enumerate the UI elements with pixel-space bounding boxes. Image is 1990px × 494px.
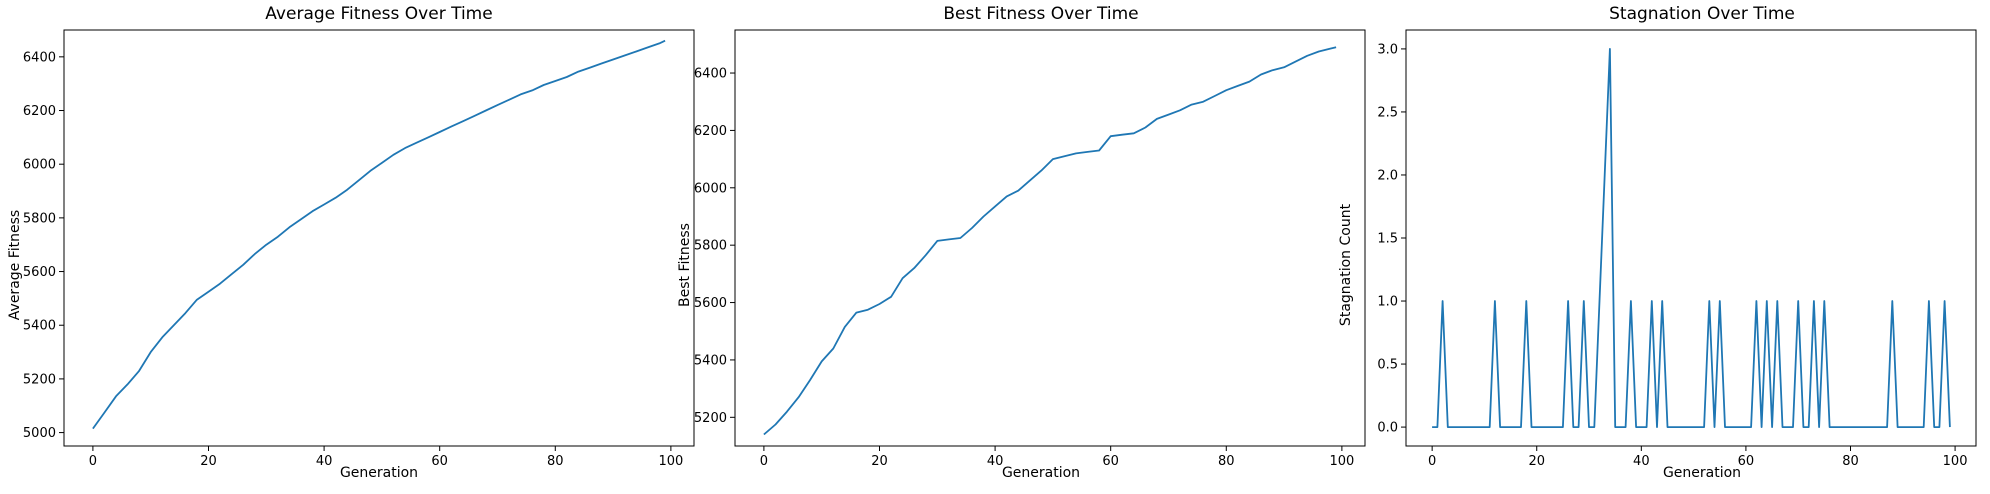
series-line	[92, 39, 666, 430]
y-tick-label: 5200	[694, 411, 727, 426]
y-tick-label: 2.0	[1377, 168, 1398, 183]
y-tick-label: 6200	[23, 104, 56, 119]
y-tick-label: 5000	[23, 426, 56, 441]
x-tick-label: 0	[1428, 454, 1436, 469]
x-tick-label: 0	[760, 454, 768, 469]
y-tick-label: 6400	[694, 67, 727, 82]
x-tick-label: 40	[1633, 454, 1650, 469]
x-tick-label: 80	[547, 454, 564, 469]
y-tick-label: 3.0	[1377, 42, 1398, 57]
best-fitness-panel: Best Fitness Over Time Generation Best F…	[677, 4, 1366, 481]
y-tick-label: 0.0	[1377, 421, 1398, 436]
x-tick-label: 40	[987, 454, 1004, 469]
x-axis-label: Generation	[1663, 465, 1741, 481]
x-tick-label: 20	[200, 454, 217, 469]
x-axis-label: Generation	[340, 465, 418, 481]
y-tick-label: 1.0	[1377, 295, 1398, 310]
x-tick-label: 80	[1842, 454, 1859, 469]
x-tick-label: 60	[1738, 454, 1755, 469]
y-axis-label: Average Fitness	[7, 210, 23, 320]
x-tick-label: 20	[871, 454, 888, 469]
axes-frame	[734, 29, 1366, 447]
y-tick-label: 6000	[694, 181, 727, 196]
plot-area: 0 20 40 60 80 100 5000 5200 5400 5600 5800 6000 6200…	[23, 29, 695, 469]
stagnation-panel: Stagnation Over Time Generation Stagnati…	[1338, 4, 1977, 481]
chart-title: Best Fitness Over Time	[943, 4, 1138, 24]
y-tick-label: 5600	[23, 265, 56, 280]
y-tick-label: 6000	[23, 158, 56, 173]
series-line	[763, 46, 1337, 436]
chart-title: Average Fitness Over Time	[265, 4, 492, 24]
x-tick-label: 0	[89, 454, 97, 469]
x-tick-label: 80	[1218, 454, 1235, 469]
y-tick-label: 5800	[23, 211, 56, 226]
x-tick-label: 100	[1329, 454, 1354, 469]
y-tick-label: 5400	[23, 319, 56, 334]
x-tick-label: 100	[1943, 454, 1968, 469]
y-tick-label: 5600	[694, 296, 727, 311]
plot-area: 0 20 40 60 80 100 5200 5400 5600 5800 6000 6200 6400	[694, 29, 1366, 469]
x-tick-label: 20	[1528, 454, 1545, 469]
chart-title: Stagnation Over Time	[1609, 4, 1795, 24]
y-tick-label: 6400	[23, 50, 56, 65]
y-tick-label: 5800	[694, 239, 727, 254]
y-tick-label: 2.5	[1377, 105, 1398, 120]
series-line	[1432, 48, 1951, 429]
y-axis-label: Stagnation Count	[1338, 203, 1354, 326]
plot-area: 0 20 40 60 80 100 0.0 0.5 1.0 1.5 2.0 2.5 3.0	[1377, 29, 1977, 469]
average-fitness-panel: Average Fitness Over Time Generation Ave…	[7, 4, 695, 481]
x-tick-label: 60	[1102, 454, 1119, 469]
x-tick-label: 100	[658, 454, 683, 469]
y-tick-label: 5200	[23, 372, 56, 387]
y-tick-label: 5400	[694, 353, 727, 368]
x-axis-label: Generation	[1002, 465, 1080, 481]
x-tick-label: 40	[316, 454, 333, 469]
y-axis-label: Best Fitness	[677, 223, 693, 307]
x-tick-label: 60	[431, 454, 448, 469]
y-tick-label: 6200	[694, 124, 727, 139]
y-tick-label: 0.5	[1377, 358, 1398, 373]
y-tick-label: 1.5	[1377, 232, 1398, 247]
axes-frame	[63, 29, 695, 447]
